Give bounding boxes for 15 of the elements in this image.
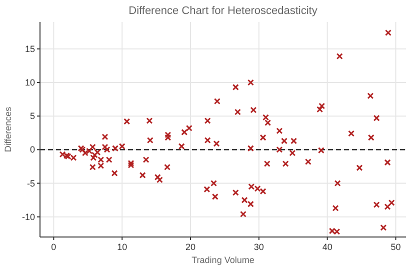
x-tick-label: 20: [185, 242, 196, 252]
x-tick-label: 0: [51, 242, 56, 252]
y-tick-label: 10: [24, 77, 35, 88]
chart-title: Difference Chart for Heteroscedasticity: [128, 5, 318, 17]
y-tick-label: -5: [26, 178, 35, 188]
x-axis-title: Trading Volume: [192, 255, 254, 265]
x-tick-label: 30: [254, 242, 264, 252]
x-tick-label: 50: [390, 242, 401, 252]
y-tick-label: 15: [24, 44, 35, 54]
x-tick-label: 10: [117, 242, 128, 252]
y-tick-label: -10: [22, 212, 35, 222]
y-tick-label: 0: [30, 144, 35, 155]
x-tick-label: 40: [322, 242, 332, 252]
y-tick-label: 5: [30, 111, 35, 122]
y-axis-title: Differences: [3, 106, 13, 152]
